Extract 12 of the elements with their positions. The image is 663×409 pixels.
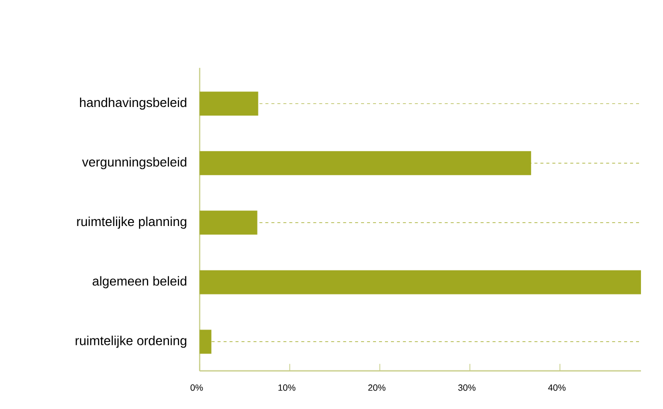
y-tick-label: handhavingsbeleid xyxy=(80,98,186,110)
x-tick-label: 10% xyxy=(278,384,296,391)
y-tick-label: ruimtelijke ordening xyxy=(76,336,186,348)
y-tick-label: algemeen beleid xyxy=(92,276,186,288)
x-tick-label: 0% xyxy=(190,384,203,391)
x-tick-label: 40% xyxy=(548,384,566,391)
x-tick-label: 20% xyxy=(368,384,386,391)
bar xyxy=(200,210,258,235)
y-tick-label: ruimtelijke planning xyxy=(77,216,186,229)
x-tick-label: 30% xyxy=(458,384,476,391)
y-tick-label: vergunningsbeleid xyxy=(82,157,186,170)
bar xyxy=(200,270,641,294)
